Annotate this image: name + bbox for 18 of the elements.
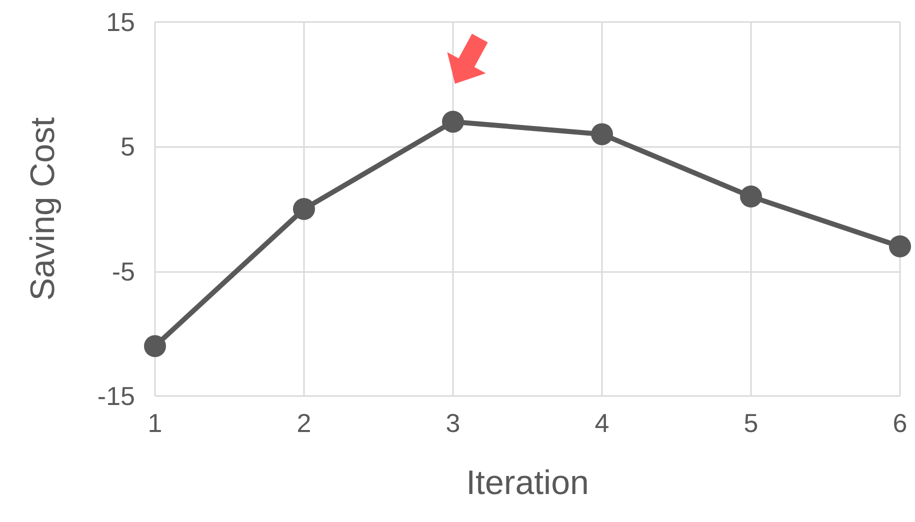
- y-axis-title: Saving Cost: [24, 116, 62, 301]
- x-tick-label: 6: [892, 408, 908, 438]
- y-tick-label: -5: [112, 256, 135, 286]
- y-tick-label: 5: [120, 132, 135, 162]
- point: [740, 186, 762, 208]
- point: [889, 235, 911, 258]
- x-tick-label: 5: [744, 408, 758, 438]
- x-tick-label: 1: [148, 408, 162, 438]
- y-tick-label: -15: [97, 381, 135, 411]
- x-axis-title: Iteration: [466, 464, 589, 502]
- point: [293, 198, 315, 220]
- x-tick-label: 4: [594, 408, 610, 438]
- x-tick-label: 2: [296, 408, 312, 438]
- point: [144, 335, 166, 358]
- point: [591, 123, 613, 146]
- point: [442, 110, 464, 133]
- y-tick-label: 15: [106, 7, 135, 37]
- x-tick-label: 3: [446, 408, 460, 438]
